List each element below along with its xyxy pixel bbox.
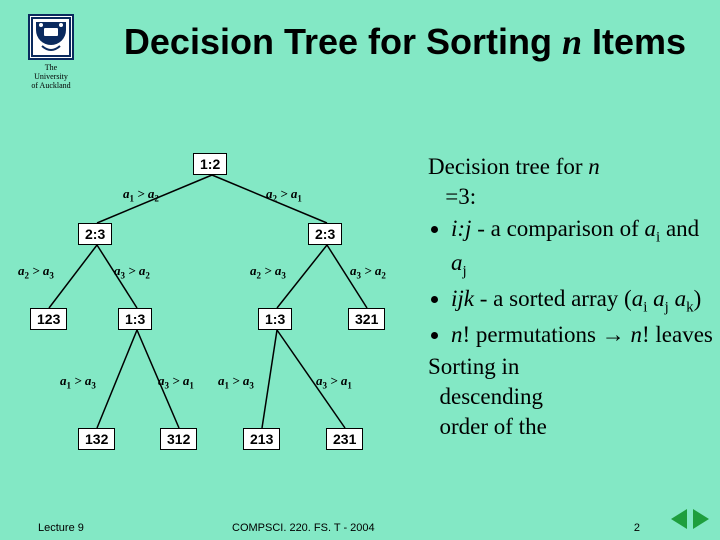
uoa-logo: The University of Auckland bbox=[20, 14, 82, 90]
b3b: ! permutations → bbox=[463, 322, 631, 347]
sort-c: order of the bbox=[440, 414, 547, 439]
edge-label: a2 > a3 bbox=[250, 263, 286, 281]
b1b: - a comparison of bbox=[471, 216, 644, 241]
tree-node-rlr: 231 bbox=[326, 428, 363, 450]
b3c: n bbox=[631, 322, 643, 347]
b1d: and bbox=[660, 216, 699, 241]
notes-intro-a: Decision tree for bbox=[428, 154, 588, 179]
uoa-line3: of Auckland bbox=[31, 81, 70, 90]
edge-label: a3 > a2 bbox=[350, 263, 386, 281]
tree-node-r: 1:2 bbox=[193, 153, 227, 175]
edge-label: a1 > a3 bbox=[218, 373, 254, 391]
slide-notes: Decision tree for n =3: i:j - a comparis… bbox=[428, 152, 713, 442]
tree-edge bbox=[49, 245, 97, 308]
tree-node-ll: 123 bbox=[30, 308, 67, 330]
b2a: ijk bbox=[451, 286, 474, 311]
tree-node-rll: 213 bbox=[243, 428, 280, 450]
edge-label: a2 > a1 bbox=[266, 186, 302, 204]
decision-tree-diagram: 1:2 2:3 2:3 123 1:3 1:3 321 132 312 213 231 a1 > a… bbox=[18, 148, 418, 478]
sort-b: descending bbox=[440, 384, 543, 409]
prev-slide-arrow-icon[interactable] bbox=[671, 509, 687, 529]
title-n: n bbox=[562, 22, 582, 62]
tree-node-lrl: 132 bbox=[78, 428, 115, 450]
edge-label: a2 > a3 bbox=[18, 263, 54, 281]
b1e: a bbox=[451, 250, 463, 275]
b3d: ! leaves bbox=[642, 322, 713, 347]
notes-bullet-1: i:j - a comparison of ai and aj bbox=[451, 214, 713, 282]
footer-course: COMPSCI. 220. FS. T - 2004 bbox=[232, 522, 375, 534]
next-slide-arrow-icon[interactable] bbox=[693, 509, 709, 529]
title-part2: Items bbox=[582, 21, 686, 62]
uoa-name: The University of Auckland bbox=[20, 64, 82, 90]
b2e: a bbox=[669, 286, 686, 311]
tree-node-rl: 1:3 bbox=[258, 308, 292, 330]
notes-intro-b: =3: bbox=[440, 184, 477, 209]
b1a: i:j bbox=[451, 216, 471, 241]
b2d: a bbox=[647, 286, 664, 311]
edge-label: a1 > a2 bbox=[123, 186, 159, 204]
footer-lecture: Lecture 9 bbox=[38, 522, 84, 534]
b2f: ) bbox=[694, 286, 702, 311]
b3a: n bbox=[451, 322, 463, 347]
slide-title: Decision Tree for Sorting n Items bbox=[110, 20, 700, 64]
notes-intro: Decision tree for n =3: bbox=[428, 152, 713, 212]
tree-node-rr: 2:3 bbox=[308, 223, 342, 245]
tree-edge bbox=[262, 330, 277, 428]
footer-page: 2 bbox=[634, 522, 640, 534]
tree-node-lrr: 312 bbox=[160, 428, 197, 450]
title-part1: Decision Tree for Sorting bbox=[124, 21, 562, 62]
tree-edge bbox=[97, 330, 137, 428]
tree-node-l: 2:3 bbox=[78, 223, 112, 245]
uoa-line1: The bbox=[45, 63, 57, 72]
sort-a: Sorting in bbox=[428, 354, 519, 379]
notes-bullet-3: n! permutations → n! leaves bbox=[451, 320, 713, 350]
notes-sorting: Sorting in descending order of the bbox=[428, 352, 713, 442]
notes-bullet-2: ijk - a sorted array (ai aj ak) bbox=[451, 284, 713, 318]
tree-node-rrr: 321 bbox=[348, 308, 385, 330]
notes-intro-n: n bbox=[588, 154, 600, 179]
b1c: a bbox=[645, 216, 657, 241]
nav-arrows bbox=[670, 509, 710, 534]
b2c: a bbox=[632, 286, 644, 311]
edge-label: a3 > a1 bbox=[316, 373, 352, 391]
uoa-crest-icon bbox=[28, 14, 74, 60]
edge-label: a3 > a2 bbox=[114, 263, 150, 281]
b2b: - a sorted array ( bbox=[474, 286, 632, 311]
edge-label: a3 > a1 bbox=[158, 373, 194, 391]
uoa-line2: University bbox=[34, 72, 68, 81]
tree-node-lr: 1:3 bbox=[118, 308, 152, 330]
edge-label: a1 > a3 bbox=[60, 373, 96, 391]
